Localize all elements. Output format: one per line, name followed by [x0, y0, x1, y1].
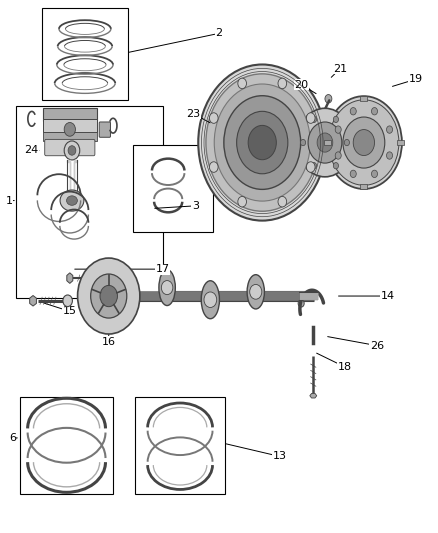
- FancyBboxPatch shape: [360, 184, 367, 190]
- Text: 14: 14: [381, 291, 395, 301]
- Circle shape: [333, 163, 339, 169]
- FancyBboxPatch shape: [99, 122, 110, 138]
- Circle shape: [300, 140, 306, 146]
- FancyBboxPatch shape: [43, 119, 97, 132]
- Text: 1: 1: [6, 196, 13, 206]
- Circle shape: [198, 64, 326, 221]
- Circle shape: [224, 96, 300, 189]
- Circle shape: [100, 285, 117, 306]
- Circle shape: [209, 113, 218, 123]
- Circle shape: [238, 78, 247, 88]
- Circle shape: [78, 258, 140, 334]
- Text: 17: 17: [156, 264, 170, 274]
- FancyBboxPatch shape: [42, 8, 128, 100]
- Circle shape: [204, 292, 217, 308]
- Text: 21: 21: [333, 64, 347, 74]
- Circle shape: [350, 108, 356, 115]
- Circle shape: [91, 274, 127, 318]
- Circle shape: [307, 113, 315, 123]
- Text: 26: 26: [370, 341, 384, 351]
- Circle shape: [297, 108, 353, 177]
- FancyBboxPatch shape: [16, 106, 163, 298]
- Text: 18: 18: [337, 362, 351, 372]
- Circle shape: [209, 120, 215, 128]
- FancyBboxPatch shape: [45, 140, 95, 156]
- Circle shape: [386, 152, 392, 159]
- FancyBboxPatch shape: [134, 397, 226, 494]
- Circle shape: [335, 126, 341, 133]
- FancyBboxPatch shape: [43, 132, 97, 141]
- Circle shape: [206, 74, 318, 211]
- Circle shape: [63, 295, 72, 306]
- Circle shape: [386, 126, 392, 133]
- Ellipse shape: [247, 274, 265, 309]
- Text: 3: 3: [192, 201, 199, 211]
- Circle shape: [237, 111, 288, 174]
- Circle shape: [371, 108, 378, 115]
- Ellipse shape: [159, 270, 175, 305]
- FancyBboxPatch shape: [20, 397, 113, 494]
- Circle shape: [248, 125, 276, 160]
- Polygon shape: [310, 393, 317, 398]
- Circle shape: [161, 280, 173, 295]
- Text: 6: 6: [9, 433, 16, 443]
- Circle shape: [307, 162, 315, 172]
- Text: 23: 23: [186, 109, 200, 118]
- Polygon shape: [67, 160, 77, 192]
- FancyBboxPatch shape: [133, 145, 212, 232]
- Polygon shape: [30, 295, 36, 306]
- Circle shape: [371, 170, 378, 177]
- FancyBboxPatch shape: [105, 288, 136, 304]
- Circle shape: [308, 122, 342, 163]
- Circle shape: [311, 116, 317, 123]
- Text: 22: 22: [238, 98, 252, 108]
- Polygon shape: [67, 273, 73, 284]
- Text: 15: 15: [63, 306, 77, 316]
- Ellipse shape: [60, 190, 84, 211]
- Text: 13: 13: [272, 451, 286, 462]
- Circle shape: [250, 285, 262, 299]
- Text: 2: 2: [215, 28, 223, 38]
- Text: 20: 20: [294, 79, 308, 90]
- Circle shape: [344, 140, 350, 146]
- Circle shape: [209, 162, 218, 172]
- Circle shape: [325, 94, 332, 103]
- FancyBboxPatch shape: [397, 140, 404, 145]
- Text: 16: 16: [102, 337, 116, 347]
- Circle shape: [68, 146, 76, 155]
- Circle shape: [329, 100, 399, 185]
- Circle shape: [353, 130, 374, 156]
- Circle shape: [335, 152, 341, 159]
- Circle shape: [278, 197, 286, 207]
- Circle shape: [343, 117, 385, 168]
- Text: 19: 19: [409, 74, 423, 84]
- Circle shape: [350, 170, 356, 177]
- Circle shape: [64, 141, 80, 160]
- Ellipse shape: [201, 281, 219, 319]
- Text: 24: 24: [24, 146, 38, 156]
- Circle shape: [317, 133, 333, 152]
- Circle shape: [278, 78, 286, 88]
- FancyBboxPatch shape: [43, 108, 97, 122]
- Circle shape: [326, 96, 402, 189]
- Ellipse shape: [67, 196, 78, 205]
- Circle shape: [64, 123, 75, 136]
- Circle shape: [311, 163, 317, 169]
- Circle shape: [298, 300, 304, 307]
- FancyBboxPatch shape: [324, 140, 331, 145]
- FancyBboxPatch shape: [360, 95, 367, 101]
- Circle shape: [214, 84, 310, 201]
- Circle shape: [333, 116, 339, 123]
- Circle shape: [238, 197, 247, 207]
